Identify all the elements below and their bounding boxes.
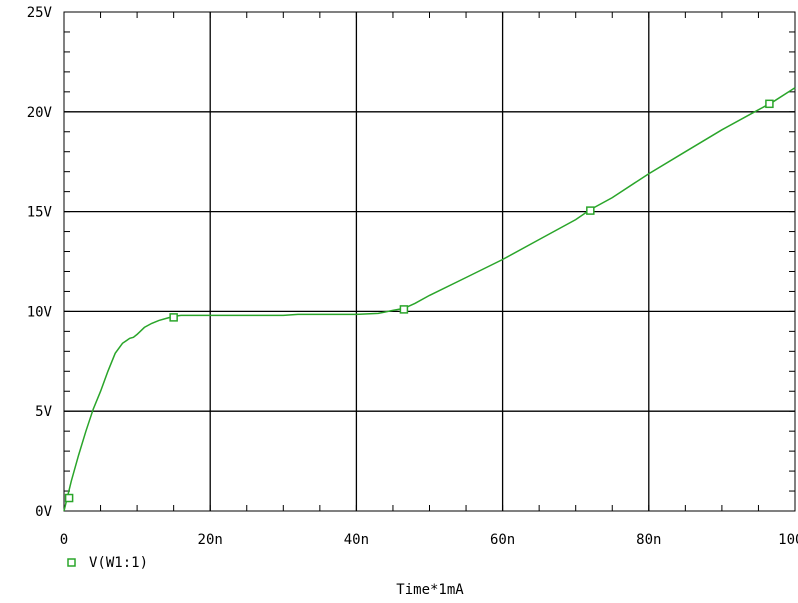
y-tick-label: 20V [27,105,53,121]
grid-lines [64,12,795,511]
series-marker [765,99,774,109]
x-tick-labels: 0 20n 40n 60n 80n 100n [60,532,798,548]
y-tick-label: 0V [35,504,52,520]
series-marker [399,305,409,314]
x-tick-label: 60n [490,532,515,548]
series-marker [169,313,178,322]
x-tick-label: 100n [778,532,798,548]
series-group [63,87,796,512]
x-tick-label: 20n [198,532,223,548]
plot-frame [63,11,796,512]
tick-marks [63,11,796,512]
legend: V(W1:1) [67,555,148,571]
y-tick-label: 15V [27,205,53,221]
x-axis-label: Time*1mA [396,582,464,598]
x-tick-label: 80n [636,532,661,548]
legend-label: V(W1:1) [89,555,148,571]
series-line [63,87,796,512]
x-tick-label: 40n [344,532,369,548]
y-tick-label: 5V [35,404,52,420]
series-marker [586,206,595,215]
y-tick-labels: 0V 5V 10V 15V 20V 25V [27,5,53,520]
x-tick-label: 0 [60,532,68,548]
y-tick-label: 10V [27,304,53,320]
legend-marker [67,558,76,567]
y-tick-label: 25V [27,5,53,21]
series-marker [64,493,74,503]
